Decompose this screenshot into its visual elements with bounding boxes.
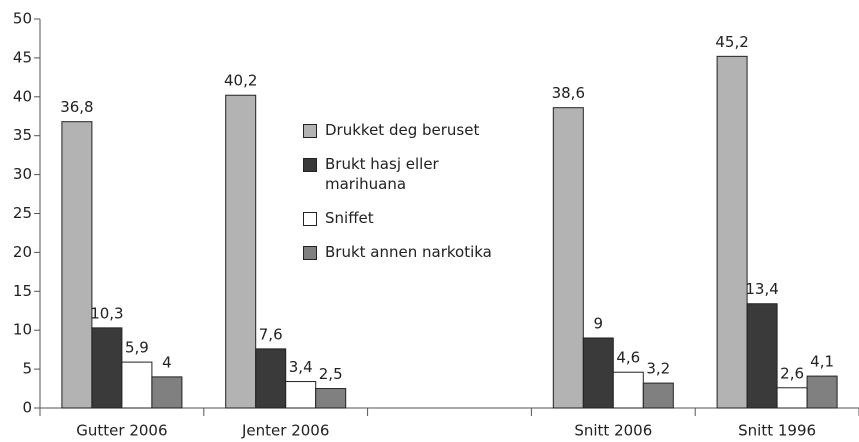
y-tick-label: 0 (22, 399, 32, 417)
value-label: 38,6 (552, 84, 585, 102)
x-tick-label: Jenter 2006 (241, 422, 329, 440)
y-tick-label: 35 (13, 126, 32, 144)
legend-label: Brukt hasj eller marihuana (325, 155, 439, 193)
value-label: 3,2 (646, 360, 670, 378)
legend-swatch (303, 124, 317, 138)
y-tick-label: 15 (13, 282, 32, 300)
value-label: 3,4 (289, 358, 313, 376)
bar (315, 388, 347, 409)
value-label: 36,8 (60, 98, 93, 116)
value-label: 5,9 (125, 339, 149, 357)
value-label: 4,1 (810, 353, 834, 371)
value-label: 2,5 (319, 365, 343, 383)
value-label: 40,2 (224, 72, 257, 90)
x-tick-label: Snitt 2006 (574, 422, 652, 440)
y-tick-label: 20 (13, 243, 32, 261)
y-tick-label: 50 (13, 10, 32, 28)
bar (225, 94, 257, 409)
legend-swatch (303, 158, 317, 172)
value-label: 13,4 (745, 280, 778, 298)
y-tick-label: 10 (13, 321, 32, 339)
bar (582, 337, 614, 409)
bar (806, 375, 838, 409)
bar (255, 348, 287, 409)
x-tick-label: Snitt 1996 (738, 422, 816, 440)
bar (552, 107, 584, 409)
legend-label: Brukt annen narkotika (325, 243, 492, 261)
value-label: 7,6 (259, 325, 283, 343)
y-tick-label: 30 (13, 165, 32, 183)
bar (642, 382, 674, 409)
value-label: 4 (162, 353, 172, 371)
legend-label: Drukket deg beruset (325, 121, 480, 139)
bar (716, 55, 748, 409)
value-label: 4,6 (616, 349, 640, 367)
legend-item: Sniffet (303, 208, 543, 228)
bar (776, 387, 808, 409)
legend-item: Brukt annen narkotika (303, 242, 543, 262)
y-tick-label: 45 (13, 48, 32, 66)
value-label: 45,2 (715, 33, 748, 51)
value-label: 10,3 (90, 304, 123, 322)
legend-swatch (303, 212, 317, 226)
bar (121, 361, 153, 409)
value-label: 9 (594, 314, 604, 332)
bar (612, 371, 644, 409)
legend-label: Sniffet (325, 209, 374, 227)
x-tick-label: Gutter 2006 (76, 422, 167, 440)
bar (91, 327, 123, 409)
legend: Drukket deg beruset Brukt hasj eller mari… (303, 120, 543, 276)
legend-item: Drukket deg beruset (303, 120, 543, 140)
y-tick-label: 25 (13, 204, 32, 222)
bar (285, 381, 317, 409)
y-tick-label: 40 (13, 87, 32, 105)
bar (61, 121, 93, 409)
legend-item: Brukt hasj eller marihuana (303, 154, 543, 194)
bar (151, 376, 183, 409)
bar (746, 303, 778, 409)
y-tick-label: 5 (22, 360, 32, 378)
legend-swatch (303, 246, 317, 260)
value-label: 2,6 (780, 364, 804, 382)
